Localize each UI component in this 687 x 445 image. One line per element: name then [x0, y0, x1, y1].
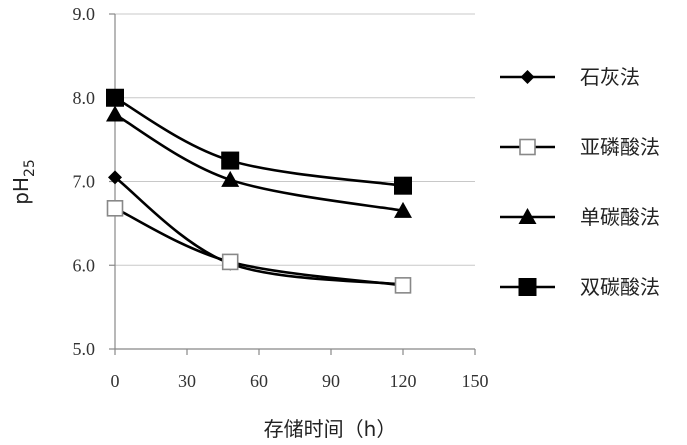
axes	[109, 13, 476, 355]
legend-marker-3	[518, 208, 537, 224]
legend-label-4: 双碳酸法	[580, 275, 660, 299]
x-tick-label-30: 30	[178, 371, 196, 391]
y-axis-title-base: pH	[9, 177, 33, 205]
y-tick-label-5.0: 5.0	[73, 339, 96, 359]
x-tick-label-120: 120	[390, 371, 417, 391]
series-4-point-3	[394, 176, 412, 195]
x-tick-label-90: 90	[322, 371, 340, 391]
legend-marker-2	[519, 138, 536, 156]
y-tick-label-7.0: 7.0	[73, 172, 96, 192]
y-tick-labels: 5.0 6.0 7.0 8.0 9.0	[73, 4, 96, 359]
series-2-point-1	[106, 200, 124, 217]
x-axis-title: 存储时间（h）	[264, 417, 397, 441]
legend-label-1: 石灰法	[580, 65, 640, 89]
legend-marker-4	[518, 278, 537, 296]
series-line-2	[114, 207, 404, 287]
series-1-point-1	[108, 170, 122, 185]
x-tick-label-150: 150	[462, 371, 489, 391]
series-3-point-1	[106, 105, 124, 122]
x-tick-label-0: 0	[111, 371, 120, 391]
series-3-point-3	[394, 201, 412, 218]
gridlines	[115, 13, 475, 350]
series-3-point-2	[221, 170, 240, 187]
series-line-3	[114, 113, 404, 213]
y-tick-label-8.0: 8.0	[73, 88, 96, 108]
series-2-point-2	[221, 253, 239, 271]
legend-label-3: 单碳酸法	[580, 205, 660, 229]
y-tick-label-6.0: 6.0	[73, 255, 96, 275]
series-2-point-3	[394, 277, 412, 294]
y-axis-title-subscript: 25	[22, 159, 38, 177]
x-tick-label-60: 60	[250, 371, 268, 391]
legend-marker-1	[520, 70, 535, 84]
y-axis-title: pH25	[9, 159, 38, 205]
y-tick-label-9.0: 9.0	[73, 4, 96, 24]
legend-label-2: 亚磷酸法	[580, 135, 660, 159]
x-tick-labels: 0 30 60 90 120 150	[111, 371, 489, 391]
series-4-point-2	[221, 151, 240, 170]
series-4-point-1	[106, 88, 124, 107]
series-group	[106, 88, 412, 294]
